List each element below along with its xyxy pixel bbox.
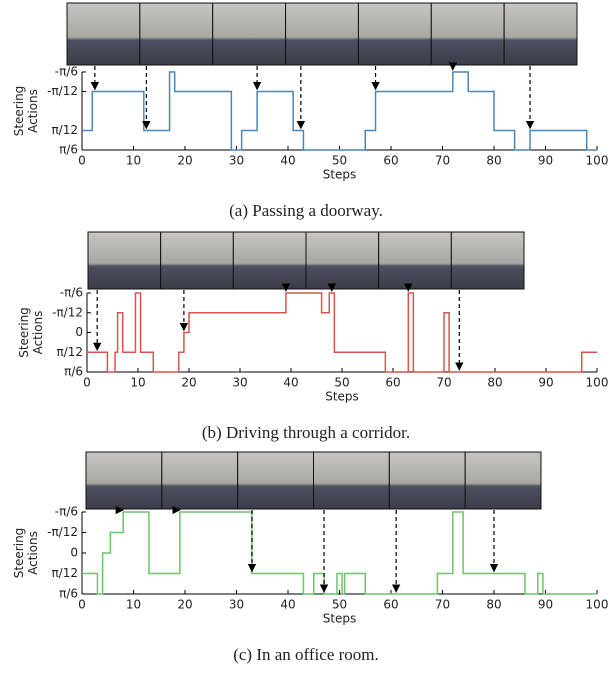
y-tick-label: π/12: [51, 123, 78, 137]
x-tick-label: 80: [487, 376, 502, 390]
y-tick-label: π/6: [59, 143, 78, 157]
thumbnail: [357, 2, 432, 66]
x-axis-label: Steps: [323, 612, 357, 626]
thumbnail: [388, 451, 466, 510]
x-tick-label: 40: [280, 154, 295, 168]
x-tick-label: 80: [486, 154, 501, 168]
x-tick-label: 100: [586, 598, 609, 612]
x-tick-label: 40: [280, 598, 295, 612]
thumbnail: [85, 451, 163, 510]
y-axis-label-line: Actions: [26, 531, 40, 575]
x-tick-label: 70: [435, 598, 450, 612]
y-tick-label: -π/12: [47, 525, 78, 539]
thumbnail: [285, 2, 359, 66]
x-tick-label: 70: [435, 154, 450, 168]
thumbnail: [212, 2, 287, 66]
x-tick-label: 60: [383, 598, 398, 612]
thumbnail: [232, 231, 307, 290]
y-tick-label: 0: [70, 546, 78, 560]
x-tick-label: 90: [538, 598, 553, 612]
y-tick-label: π/12: [56, 345, 83, 359]
x-tick-label: 40: [283, 376, 298, 390]
x-tick-label: 50: [332, 154, 347, 168]
x-tick-label: 20: [177, 154, 192, 168]
x-tick-label: 30: [229, 598, 244, 612]
thumbnail: [378, 231, 452, 290]
x-tick-label: 60: [383, 154, 398, 168]
x-tick-label: 30: [229, 154, 244, 168]
step-line: [82, 511, 597, 595]
x-tick-label: 100: [586, 154, 609, 168]
y-axis-label-line: Actions: [26, 89, 40, 133]
x-tick-label: 70: [436, 376, 451, 390]
thumbnail: [160, 231, 234, 290]
caption: (c) In an office room.: [233, 645, 379, 664]
y-axis-label: SteeringActions: [12, 528, 40, 579]
y-axis-label-line: Steering: [12, 528, 26, 579]
thumbnail: [430, 2, 505, 66]
y-axis-label: SteeringActions: [12, 86, 40, 137]
x-tick-label: 30: [232, 376, 247, 390]
thumbnail: [503, 2, 578, 66]
x-tick-label: 50: [334, 376, 349, 390]
x-tick-label: 20: [181, 376, 196, 390]
y-tick-label: -π/6: [55, 505, 78, 519]
x-tick-label: 60: [385, 376, 400, 390]
thumbnail: [305, 231, 380, 290]
y-tick-label: -π/6: [60, 286, 83, 300]
thumbnail: [87, 231, 162, 290]
thumbnail: [66, 2, 141, 66]
x-tick-label: 0: [78, 154, 86, 168]
x-tick-label: 0: [83, 376, 91, 390]
thumbnail: [139, 2, 214, 66]
caption: (a) Passing a doorway.: [229, 201, 383, 220]
y-tick-label: π/6: [59, 587, 78, 601]
x-axis-label: Steps: [325, 390, 359, 404]
y-axis-label-line: Steering: [12, 86, 26, 137]
x-tick-label: 80: [486, 598, 501, 612]
y-tick-label: π/12: [51, 566, 78, 580]
x-tick-label: 90: [538, 154, 553, 168]
y-axis-label-line: Steering: [17, 307, 31, 358]
x-tick-label: 0: [78, 598, 86, 612]
step-line: [82, 71, 597, 151]
thumbnail: [450, 231, 525, 290]
y-axis-label: SteeringActions: [17, 307, 45, 358]
y-axis-label-line: Actions: [31, 311, 45, 355]
y-tick-label: -π/6: [55, 65, 78, 79]
x-axis-label: Steps: [323, 168, 357, 182]
thumbnail: [237, 451, 315, 510]
caption: (b) Driving through a corridor.: [202, 423, 410, 442]
step-line: [87, 292, 597, 373]
y-tick-label: π/6: [64, 365, 83, 379]
thumbnail: [313, 451, 390, 510]
x-tick-label: 10: [126, 598, 141, 612]
y-tick-label: -π/12: [52, 305, 83, 319]
thumbnail: [464, 451, 542, 510]
x-tick-label: 10: [130, 376, 145, 390]
y-tick-label: 0: [75, 325, 83, 339]
x-tick-label: 100: [586, 376, 609, 390]
x-tick-label: 50: [332, 598, 347, 612]
x-tick-label: 90: [538, 376, 553, 390]
y-tick-label: -π/12: [47, 84, 78, 98]
x-tick-label: 10: [126, 154, 141, 168]
thumbnail: [161, 451, 239, 510]
x-tick-label: 20: [177, 598, 192, 612]
